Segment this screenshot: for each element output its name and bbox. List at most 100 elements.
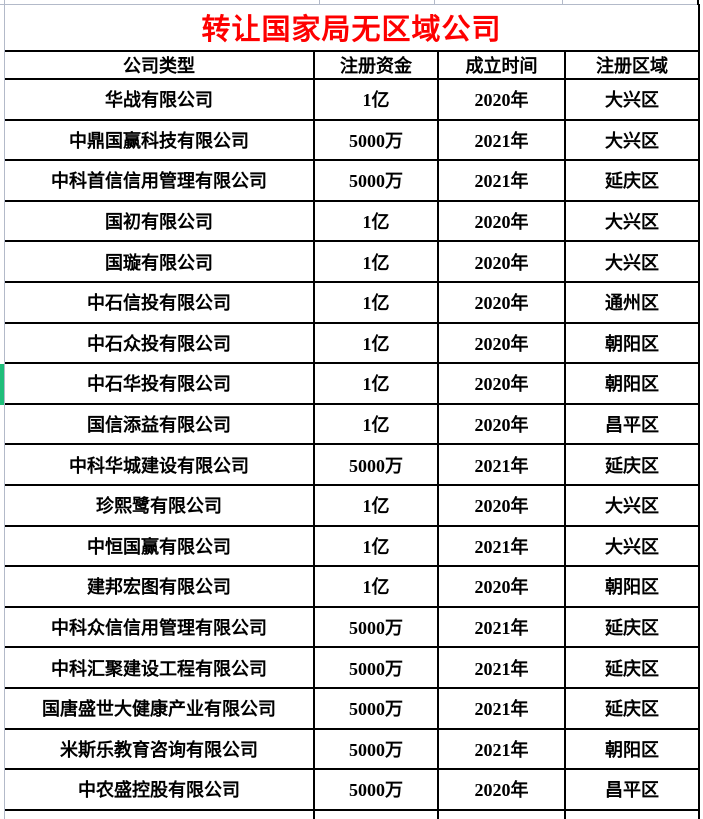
cell-establish-date[interactable]: 2021年 xyxy=(438,119,566,162)
cell-company-type[interactable]: 珍熙鹭有限公司 xyxy=(5,484,315,527)
cell-registered-capital[interactable]: 1亿 xyxy=(314,281,439,324)
cell-registered-district[interactable]: 大兴区 xyxy=(565,79,701,121)
cell-company-type[interactable]: 中石华投有限公司 xyxy=(5,363,315,405)
header-registered-capital[interactable]: 注册资金 xyxy=(314,51,439,80)
cell-registered-district[interactable]: 朝阳区 xyxy=(565,728,701,771)
cell-establish-date[interactable]: 2021年 xyxy=(438,525,566,568)
cell-empty[interactable] xyxy=(565,809,701,819)
header-registered-district[interactable]: 注册区域 xyxy=(565,51,701,80)
cell-company-type[interactable]: 中恒国赢有限公司 xyxy=(5,525,315,568)
cell-registered-district[interactable]: 大兴区 xyxy=(565,241,701,283)
table-right-border-stub xyxy=(697,0,699,5)
cell-registered-capital[interactable]: 1亿 xyxy=(314,525,439,568)
cell-empty[interactable] xyxy=(314,809,439,819)
cell-registered-district[interactable]: 昌平区 xyxy=(565,403,701,446)
table-row: 中石众投有限公司 1亿 2020年 朝阳区 xyxy=(5,322,701,365)
cell-registered-capital[interactable]: 1亿 xyxy=(314,241,439,283)
cell-establish-date[interactable]: 2020年 xyxy=(438,79,566,121)
cell-registered-capital[interactable]: 5000万 xyxy=(314,119,439,162)
cell-establish-date[interactable]: 2020年 xyxy=(438,566,566,608)
cell-registered-capital[interactable]: 5000万 xyxy=(314,728,439,771)
cell-establish-date[interactable]: 2021年 xyxy=(438,687,566,730)
table-row: 中农盛控股有限公司 5000万 2020年 昌平区 xyxy=(5,769,701,811)
cell-establish-date[interactable]: 2020年 xyxy=(438,363,566,405)
cell-registered-district[interactable]: 大兴区 xyxy=(565,525,701,568)
cell-company-type[interactable]: 国璇有限公司 xyxy=(5,241,315,283)
cell-registered-capital[interactable]: 5000万 xyxy=(314,160,439,202)
cell-company-type[interactable]: 中石信投有限公司 xyxy=(5,281,315,324)
cell-registered-capital[interactable]: 1亿 xyxy=(314,566,439,608)
cell-company-type[interactable]: 中鼎国赢科技有限公司 xyxy=(5,119,315,162)
cell-establish-date[interactable]: 2021年 xyxy=(438,160,566,202)
table-row: 米斯乐教育咨询有限公司 5000万 2021年 朝阳区 xyxy=(5,728,701,771)
table-row: 国璇有限公司 1亿 2020年 大兴区 xyxy=(5,241,701,283)
cell-establish-date[interactable]: 2020年 xyxy=(438,484,566,527)
cell-establish-date[interactable]: 2021年 xyxy=(438,728,566,771)
cell-company-type[interactable]: 中农盛控股有限公司 xyxy=(5,769,315,811)
table-row: 中石信投有限公司 1亿 2020年 通州区 xyxy=(5,281,701,324)
cell-registered-district[interactable]: 朝阳区 xyxy=(565,566,701,608)
cell-establish-date[interactable]: 2020年 xyxy=(438,322,566,365)
cell-registered-district[interactable]: 延庆区 xyxy=(565,647,701,689)
cell-establish-date[interactable]: 2020年 xyxy=(438,403,566,446)
cell-registered-district[interactable]: 延庆区 xyxy=(565,160,701,202)
cell-company-type[interactable]: 国信添益有限公司 xyxy=(5,403,315,446)
header-company-type[interactable]: 公司类型 xyxy=(5,51,315,80)
cell-establish-date[interactable]: 2021年 xyxy=(438,444,566,486)
cell-registered-capital[interactable]: 5000万 xyxy=(314,606,439,649)
table-row: 中科华城建设有限公司 5000万 2021年 延庆区 xyxy=(5,444,701,486)
cell-empty[interactable] xyxy=(438,809,566,819)
cell-registered-capital[interactable]: 1亿 xyxy=(314,322,439,365)
cell-registered-district[interactable]: 大兴区 xyxy=(565,119,701,162)
cell-company-type[interactable]: 国唐盛世大健康产业有限公司 xyxy=(5,687,315,730)
cell-registered-capital[interactable]: 5000万 xyxy=(314,769,439,811)
cell-registered-district[interactable]: 大兴区 xyxy=(565,484,701,527)
header-establish-date[interactable]: 成立时间 xyxy=(438,51,566,80)
cell-registered-district[interactable]: 朝阳区 xyxy=(565,322,701,365)
page-title[interactable]: 转让国家局无区域公司 xyxy=(5,4,701,52)
cell-company-type[interactable]: 中科众信信用管理有限公司 xyxy=(5,606,315,649)
cell-registered-capital[interactable]: 5000万 xyxy=(314,647,439,689)
table-row: 国初有限公司 1亿 2020年 大兴区 xyxy=(5,200,701,243)
cell-registered-district[interactable]: 延庆区 xyxy=(565,444,701,486)
cell-company-type[interactable]: 中科首信信用管理有限公司 xyxy=(5,160,315,202)
table-row: 珍熙鹭有限公司 1亿 2020年 大兴区 xyxy=(5,484,701,527)
company-table: 转让国家局无区域公司 公司类型 注册资金 成立时间 注册区域 华战有限公司 1亿 2… xyxy=(5,4,701,819)
cell-registered-district[interactable]: 延庆区 xyxy=(565,606,701,649)
cell-registered-capital[interactable]: 1亿 xyxy=(314,79,439,121)
cell-establish-date[interactable]: 2020年 xyxy=(438,769,566,811)
gridline-stub-3 xyxy=(562,0,563,4)
cell-registered-district[interactable]: 朝阳区 xyxy=(565,363,701,405)
cell-company-type[interactable]: 中科华城建设有限公司 xyxy=(5,444,315,486)
cell-registered-capital[interactable]: 1亿 xyxy=(314,403,439,446)
cell-registered-capital[interactable]: 5000万 xyxy=(314,444,439,486)
cell-establish-date[interactable]: 2020年 xyxy=(438,241,566,283)
table-row: 中科首信信用管理有限公司 5000万 2021年 延庆区 xyxy=(5,160,701,202)
cell-registered-district[interactable]: 通州区 xyxy=(565,281,701,324)
cell-registered-district[interactable]: 昌平区 xyxy=(565,769,701,811)
cell-registered-district[interactable]: 延庆区 xyxy=(565,687,701,730)
cell-company-type[interactable]: 中石众投有限公司 xyxy=(5,322,315,365)
cell-registered-capital[interactable]: 5000万 xyxy=(314,687,439,730)
table-body: 华战有限公司 1亿 2020年 大兴区 中鼎国赢科技有限公司 5000万 2021年 大兴区中… xyxy=(5,79,701,811)
gridline-stub-2 xyxy=(434,0,435,4)
table-row: 华战有限公司 1亿 2020年 大兴区 xyxy=(5,79,701,121)
cell-establish-date[interactable]: 2021年 xyxy=(438,647,566,689)
table-row: 中石华投有限公司 1亿 2020年 朝阳区 xyxy=(5,363,701,405)
cell-establish-date[interactable]: 2021年 xyxy=(438,606,566,649)
table-row: 国唐盛世大健康产业有限公司 5000万 2021年 延庆区 xyxy=(5,687,701,730)
cell-company-type[interactable]: 建邦宏图有限公司 xyxy=(5,566,315,608)
cell-establish-date[interactable]: 2020年 xyxy=(438,200,566,243)
cell-company-type[interactable]: 中科汇聚建设工程有限公司 xyxy=(5,647,315,689)
cell-registered-capital[interactable]: 1亿 xyxy=(314,363,439,405)
cell-establish-date[interactable]: 2020年 xyxy=(438,281,566,324)
cell-registered-district[interactable]: 大兴区 xyxy=(565,200,701,243)
table-row: 中鼎国赢科技有限公司 5000万 2021年 大兴区 xyxy=(5,119,701,162)
cell-registered-capital[interactable]: 1亿 xyxy=(314,200,439,243)
cell-registered-capital[interactable]: 1亿 xyxy=(314,484,439,527)
cell-company-type[interactable]: 华战有限公司 xyxy=(5,79,315,121)
cell-company-type[interactable]: 国初有限公司 xyxy=(5,200,315,243)
cell-empty[interactable] xyxy=(5,809,315,819)
cell-company-type[interactable]: 米斯乐教育咨询有限公司 xyxy=(5,728,315,771)
